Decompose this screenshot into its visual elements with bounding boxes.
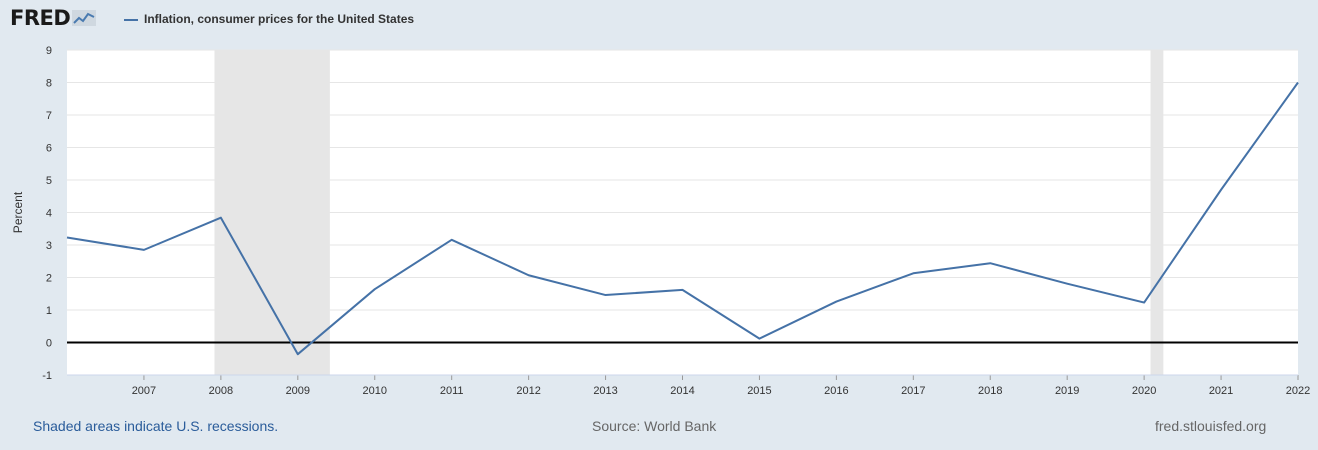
source-note: Source: World Bank: [592, 418, 717, 434]
y-tick-label: 6: [46, 143, 52, 155]
y-tick-label: 9: [46, 45, 52, 57]
legend-label: Inflation, consumer prices for the Unite…: [144, 12, 415, 26]
x-tick-label: 2021: [1209, 385, 1233, 397]
y-tick-label: -1: [42, 370, 52, 382]
y-tick-label: 4: [46, 208, 52, 220]
x-tick-label: 2009: [286, 385, 310, 397]
y-tick-label: 0: [46, 338, 52, 350]
x-tick-label: 2011: [440, 385, 464, 397]
x-tick-label: 2022: [1286, 385, 1310, 397]
x-tick-label: 2008: [209, 385, 233, 397]
legend[interactable]: Inflation, consumer prices for the Unite…: [124, 12, 414, 26]
x-tick-label: 2007: [132, 385, 156, 397]
x-tick-label: 2015: [747, 385, 771, 397]
x-tick-label: 2014: [670, 385, 694, 397]
x-tick-label: 2019: [1055, 385, 1079, 397]
site-link[interactable]: fred.stlouisfed.org: [1155, 418, 1267, 434]
y-tick-label: 1: [46, 305, 52, 317]
y-tick-label: 2: [46, 273, 52, 285]
x-tick-label: 2013: [593, 385, 617, 397]
y-tick-label: 3: [46, 240, 52, 252]
series-line: [66, 81, 1299, 356]
logo-text: FRED: [10, 6, 71, 30]
x-tick-label: 2017: [901, 385, 925, 397]
x-tick-label: 2010: [363, 385, 387, 397]
y-tick-label: 5: [46, 175, 52, 187]
y-axis-label: Percent: [11, 191, 25, 233]
fred-logo[interactable]: FRED: [10, 6, 97, 30]
recession-note: Shaded areas indicate U.S. recessions.: [33, 418, 279, 434]
x-tick-label: 2016: [824, 385, 848, 397]
fred-graph-icon: [70, 6, 97, 30]
chart-header: FRED Inflation, consumer prices for the …: [0, 0, 1318, 40]
x-tick-label: 2018: [978, 385, 1002, 397]
x-tick-label: 2012: [516, 385, 540, 397]
legend-swatch: [124, 18, 138, 21]
y-tick-label: 7: [46, 110, 52, 122]
y-tick-label: 8: [46, 78, 52, 90]
x-tick-label: 2020: [1132, 385, 1156, 397]
